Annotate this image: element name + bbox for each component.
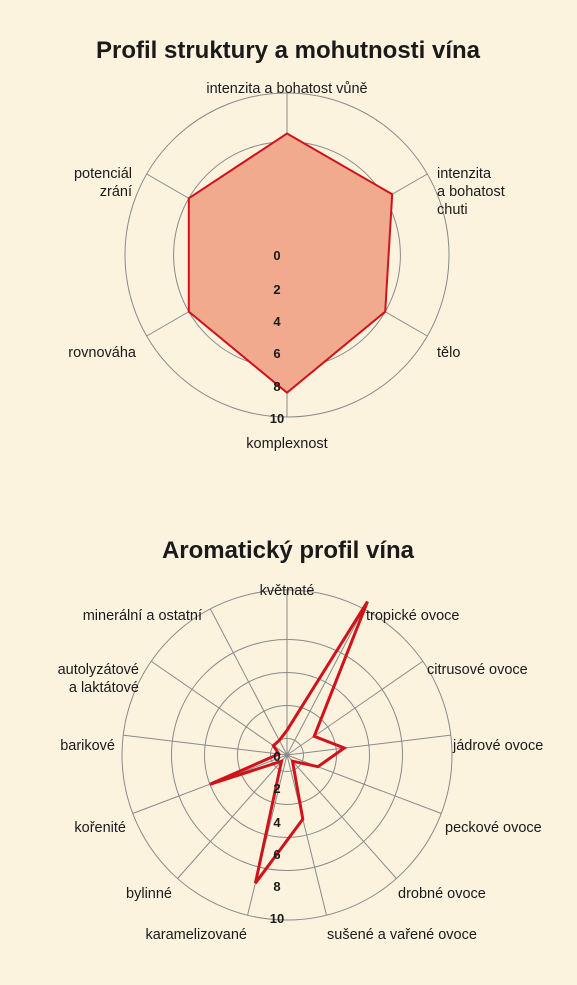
axis-spoke — [123, 734, 288, 756]
axis-spoke — [286, 608, 365, 756]
axis-label: minerální a ostatní — [83, 608, 202, 624]
axis-spoke — [286, 754, 397, 879]
aroma-radar-chart: Aromatický profil vína 0 2 4 6 8 10 květnaté tr… — [58, 537, 544, 943]
axis-spoke — [247, 754, 288, 916]
radar-grid — [121, 589, 453, 921]
axis-spoke — [286, 754, 327, 916]
tick-label: 0 — [273, 749, 280, 764]
axis-label: drobné ovoce — [398, 886, 486, 902]
axis-spoke — [286, 734, 451, 756]
axis-label: citrusové ovoce — [427, 662, 528, 678]
tick-label: 4 — [273, 314, 281, 329]
axis-label: bylinné — [126, 886, 172, 902]
axis-label: kořenité — [74, 820, 126, 836]
tick-label: 6 — [273, 847, 280, 862]
tick-label: 2 — [273, 781, 280, 796]
axis-spoke — [286, 660, 424, 756]
axis-label: autolyzátové a laktátové — [58, 662, 139, 696]
axis-label: jádrové ovoce — [452, 738, 543, 754]
tick-label: 0 — [273, 248, 280, 263]
axis-label: komplexnost — [246, 436, 327, 452]
axis-label: potenciál zrání — [74, 166, 132, 200]
axis-spoke — [209, 608, 288, 756]
axis-spoke — [177, 754, 288, 879]
axis-label: tropické ovoce — [366, 608, 460, 624]
axis-label: intenzita a bohatost vůně — [206, 81, 367, 97]
tick-label: 4 — [273, 815, 281, 830]
axis-label: karamelizované — [145, 927, 247, 943]
chart-title: Aromatický profil vína — [162, 537, 415, 564]
tick-label: 10 — [270, 911, 284, 926]
axis-label: peckové ovoce — [445, 820, 542, 836]
axis-spoke — [150, 660, 288, 756]
axis-label: rovnováha — [68, 345, 137, 361]
axis-label: tělo — [437, 345, 460, 361]
axis-label: barikové — [60, 738, 115, 754]
tick-label: 6 — [273, 346, 280, 361]
axis-label: květnaté — [260, 583, 315, 599]
series-polygon — [187, 132, 394, 394]
series-polygon — [209, 600, 369, 885]
structure-radar-chart: Profil struktury a mohutnosti vína 0 2 4 6 8… — [68, 37, 505, 452]
tick-label: 8 — [273, 379, 280, 394]
axis-label: intenzita a bohatost chuti — [437, 166, 505, 218]
axis-label: sušené a vařené ovoce — [327, 927, 477, 943]
chart-title: Profil struktury a mohutnosti vína — [96, 37, 481, 64]
tick-label: 2 — [273, 282, 280, 297]
tick-label: 10 — [270, 411, 284, 426]
tick-label: 8 — [273, 879, 280, 894]
